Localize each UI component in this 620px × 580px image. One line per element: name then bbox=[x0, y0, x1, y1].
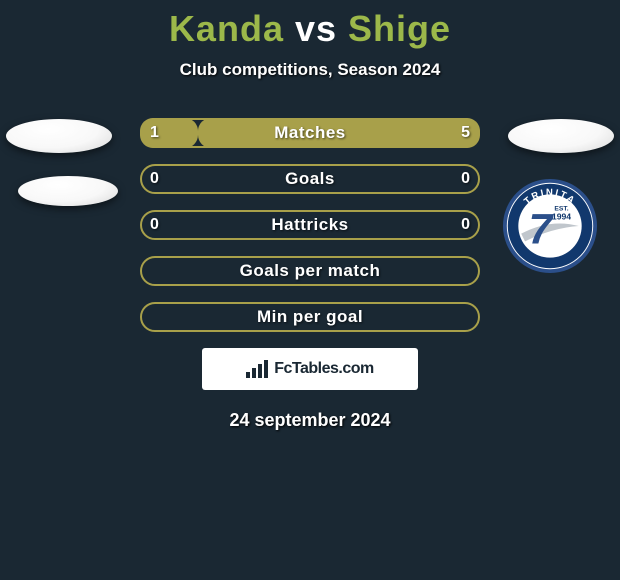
comparison-row: 00Hattricks bbox=[140, 210, 480, 240]
bar-label: Matches bbox=[140, 118, 480, 148]
comparison-row: Min per goal bbox=[140, 302, 480, 332]
bar-label: Goals per match bbox=[140, 256, 480, 286]
subtitle: Club competitions, Season 2024 bbox=[0, 60, 620, 80]
comparison-row: 15Matches bbox=[140, 118, 480, 148]
bar-label: Hattricks bbox=[140, 210, 480, 240]
title-player1: Kanda bbox=[169, 8, 284, 49]
bar-label: Goals bbox=[140, 164, 480, 194]
brand-chart-icon bbox=[246, 360, 268, 378]
comparison-row: Goals per match bbox=[140, 256, 480, 286]
footer-brand-box: FcTables.com bbox=[202, 348, 418, 390]
bar-label: Min per goal bbox=[140, 302, 480, 332]
date-text: 24 september 2024 bbox=[0, 410, 620, 431]
page-title: Kanda vs Shige bbox=[0, 0, 620, 50]
title-player2: Shige bbox=[348, 8, 451, 49]
brand-text: FcTables.com bbox=[274, 360, 374, 378]
comparison-bars: 15Matches 00Goals 00Hattricks Goals per mat… bbox=[0, 118, 620, 332]
comparison-row: 00Goals bbox=[140, 164, 480, 194]
title-vs: vs bbox=[295, 8, 337, 49]
